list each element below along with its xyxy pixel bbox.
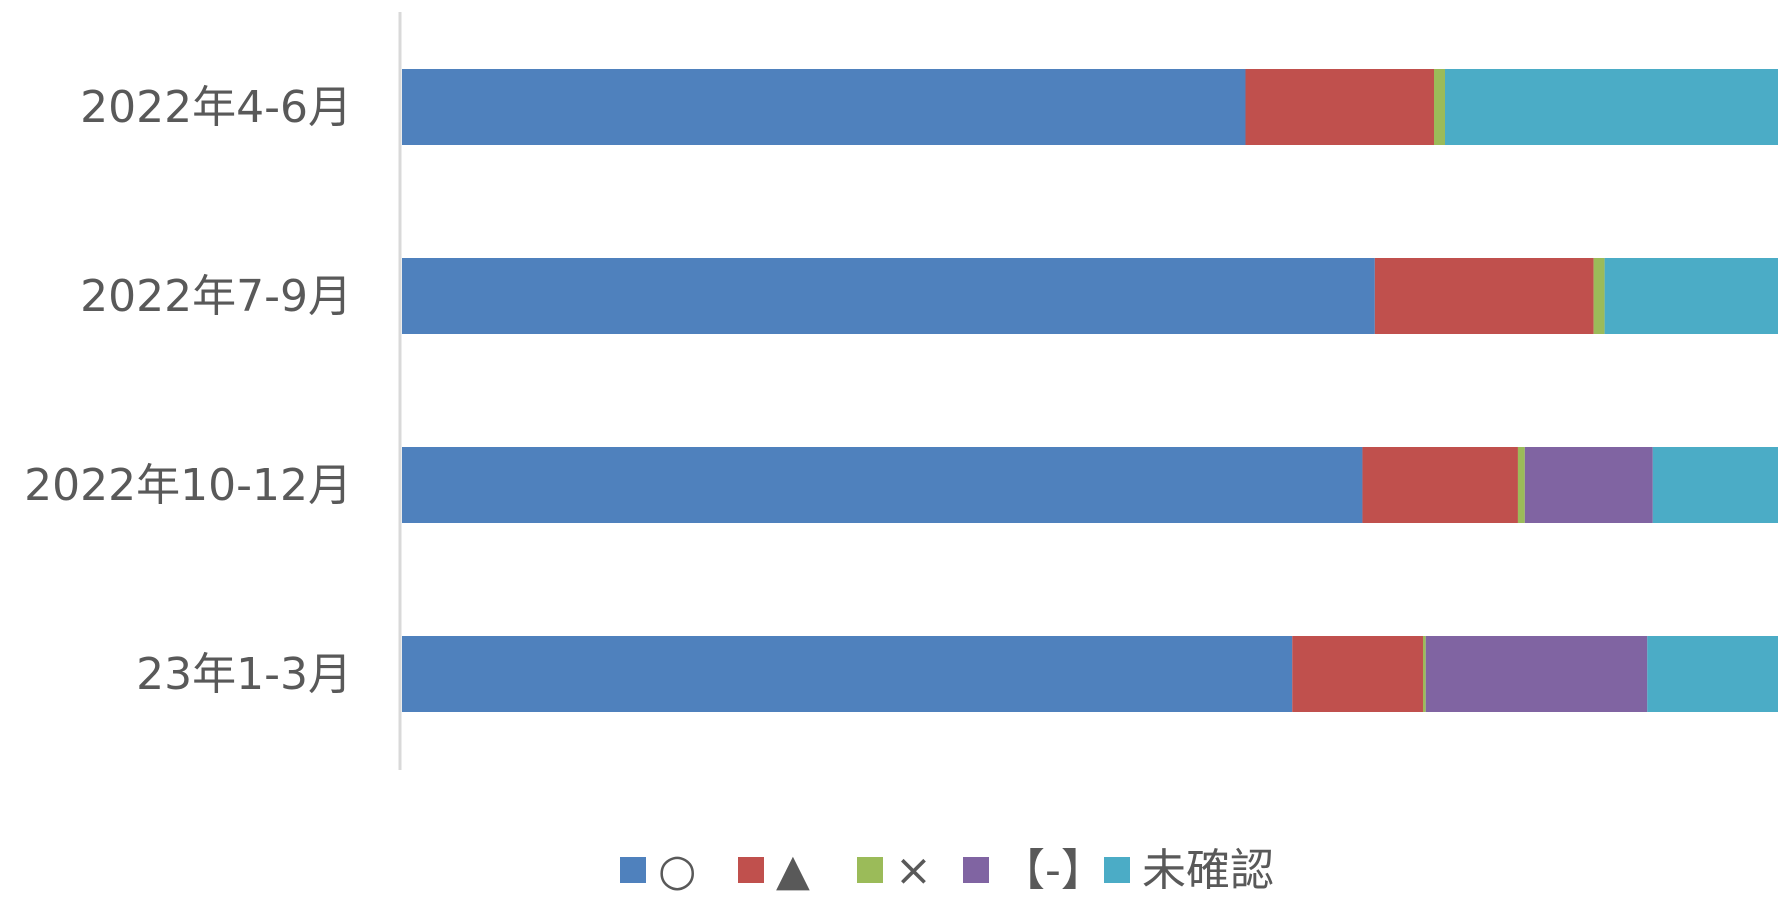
category-label: 23年1-3月 [136,649,352,700]
bar-segment-2-3 [1524,447,1653,523]
bar-segment-3-1 [1292,636,1423,712]
bar-segment-2-0 [402,447,1363,523]
bar-segment-3-4 [1647,636,1778,712]
bar-segment-0-0 [402,69,1246,145]
legend-swatch-1 [738,857,764,883]
bar-segment-0-4 [1445,69,1778,145]
legend-label-4: 未確認 [1142,845,1274,896]
legend-label-3: 【-】 [1001,845,1105,896]
legend-swatch-3 [963,857,989,883]
category-label: 2022年7-9月 [80,271,352,322]
category-label: 2022年10-12月 [24,460,352,511]
bar-segment-3-3 [1425,636,1648,712]
bar-segment-0-2 [1434,69,1446,145]
bar-segment-2-1 [1362,447,1518,523]
legend: ○ ▲ × 【-】 未確認 [620,845,1274,896]
legend-label-0: ○ [658,845,696,896]
bar-segment-3-0 [402,636,1293,712]
legend-swatch-2 [857,857,883,883]
bar-segments [402,69,1778,712]
legend-swatch-0 [620,857,646,883]
bar-segment-1-4 [1604,258,1778,334]
bar-segment-1-2 [1593,258,1605,334]
category-label: 2022年4-6月 [80,82,352,133]
bar-segment-3-2 [1422,636,1426,712]
legend-label-1: ▲ [776,845,810,896]
legend-swatch-4 [1104,857,1130,883]
bar-segment-2-4 [1652,447,1778,523]
bar-segment-2-2 [1517,447,1525,523]
category-labels: 2022年4-6月 2022年7-9月 2022年10-12月 23年1-3月 [24,82,352,700]
bar-segment-1-1 [1374,258,1594,334]
bar-segment-1-0 [402,258,1375,334]
legend-label-2: × [895,845,932,896]
bar-segment-0-1 [1245,69,1434,145]
